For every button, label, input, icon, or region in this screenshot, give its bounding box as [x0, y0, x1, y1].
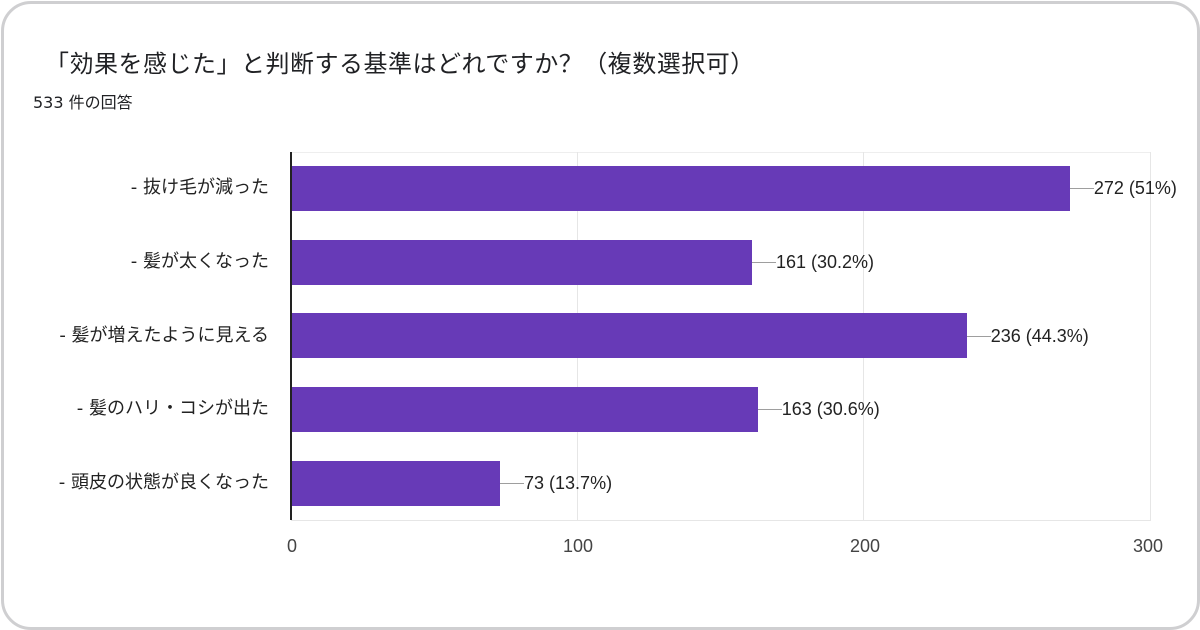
- leader-line: [757, 409, 782, 410]
- value-label: 272 (51%): [1093, 178, 1177, 198]
- x-tick-label: 200: [849, 536, 881, 556]
- value-label: 73 (13.7%): [524, 473, 613, 493]
- leader-line: [500, 483, 525, 484]
- value-label: 161 (30.2%): [775, 252, 875, 272]
- response-count: 533 件の回答: [33, 93, 133, 112]
- chart-title: 「効果を感じた」と判断する基準はどれですか？（複数選択可）: [45, 50, 755, 78]
- bar[interactable]: [291, 240, 752, 285]
- gridline-300: [1150, 152, 1151, 520]
- bar[interactable]: [291, 461, 501, 506]
- x-tick-label: 100: [562, 536, 594, 556]
- bar[interactable]: [291, 166, 1070, 211]
- bar[interactable]: [291, 387, 758, 432]
- leader-line: [1069, 188, 1094, 189]
- x-axis-line: [291, 520, 1151, 521]
- leader-line: [966, 336, 991, 337]
- leader-line: [751, 262, 776, 263]
- value-label: 163 (30.6%): [781, 399, 880, 419]
- y-axis-line: [290, 152, 292, 520]
- category-label: - 髪が太くなった: [130, 251, 269, 272]
- category-label: - 髪のハリ・コシが出た: [76, 398, 269, 419]
- category-label: - 髪が増えたように見える: [59, 325, 269, 346]
- bar[interactable]: [291, 313, 967, 358]
- value-label: 236 (44.3%): [990, 326, 1089, 346]
- x-tick-label: 300: [1132, 536, 1164, 556]
- category-label: - 抜け毛が減った: [130, 177, 269, 198]
- plot-top-border: [291, 152, 1151, 153]
- x-tick-label: 0: [286, 536, 298, 556]
- category-label: - 頭皮の状態が良くなった: [58, 472, 269, 493]
